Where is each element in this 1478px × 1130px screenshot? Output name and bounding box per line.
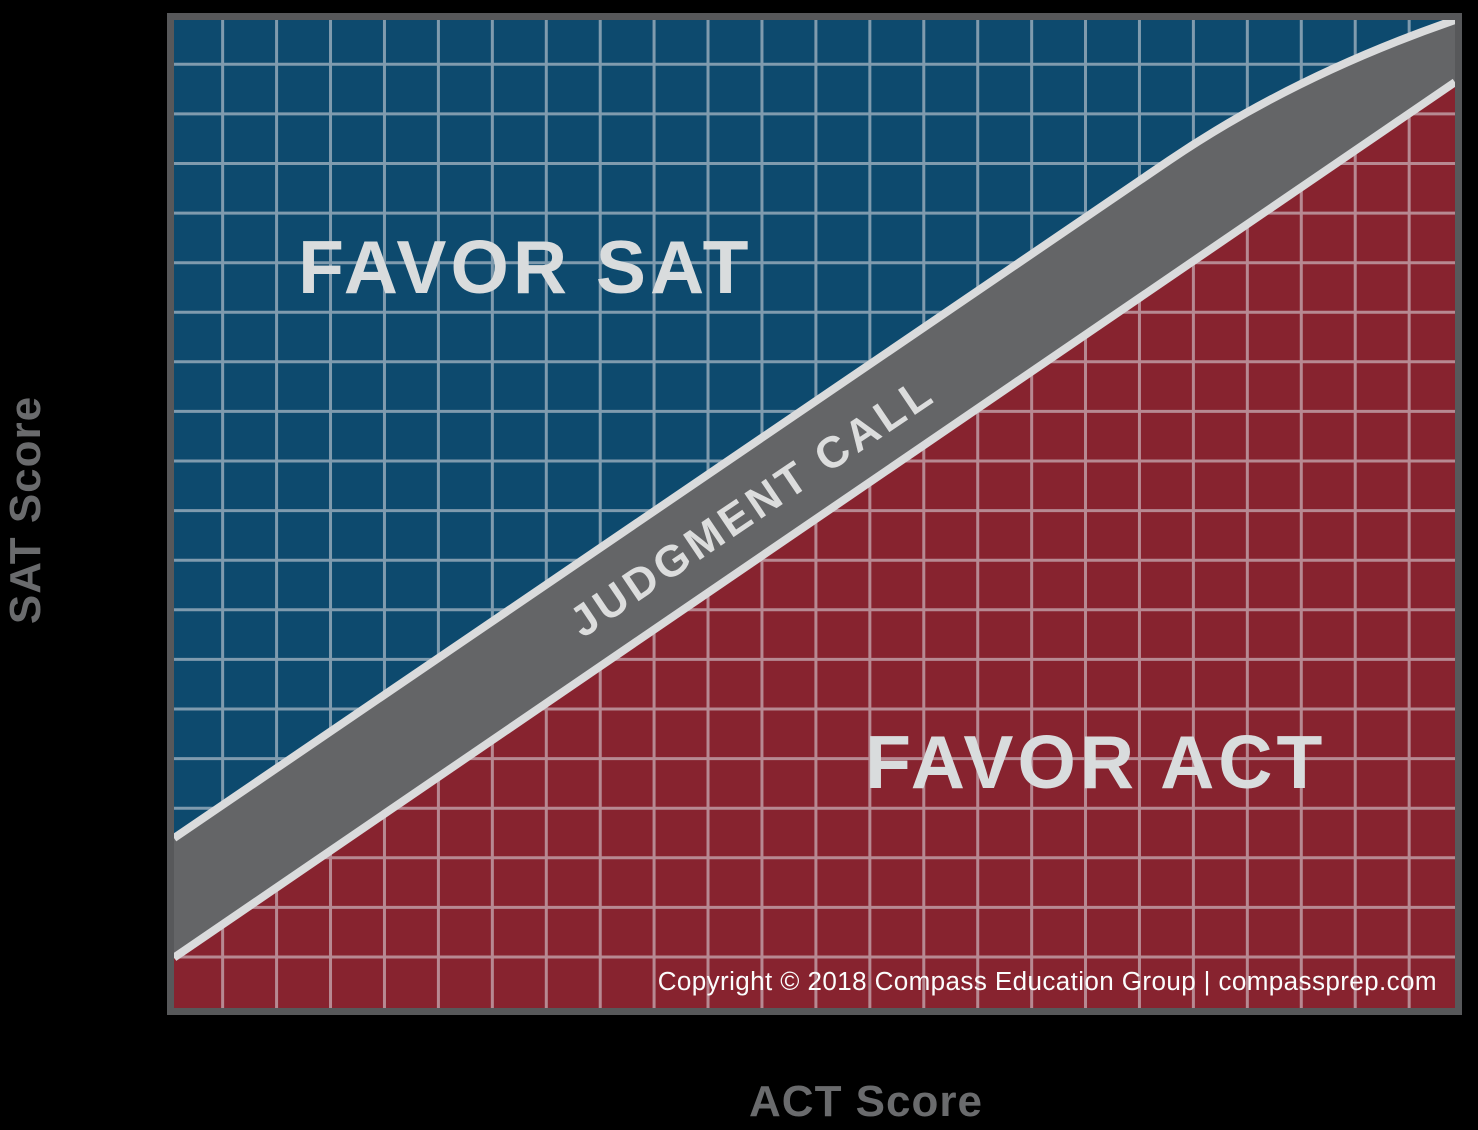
band-top-stripe	[174, 20, 1455, 842]
chart-plot-area: FAVOR SAT FAVOR ACT JUDGMENT CALL Copyri…	[174, 20, 1455, 1008]
chart-frame: FAVOR SAT FAVOR ACT JUDGMENT CALL Copyri…	[167, 13, 1462, 1015]
judgment-call-band	[174, 20, 1455, 958]
x-axis-label: ACT Score	[749, 1077, 983, 1126]
copyright-text: Copyright © 2018 Compass Education Group…	[658, 966, 1437, 996]
favor-sat-label: FAVOR SAT	[298, 225, 752, 309]
y-axis-label: SAT Score	[1, 395, 50, 625]
favor-act-label: FAVOR ACT	[865, 720, 1326, 804]
band-bottom-stripe	[174, 78, 1455, 961]
